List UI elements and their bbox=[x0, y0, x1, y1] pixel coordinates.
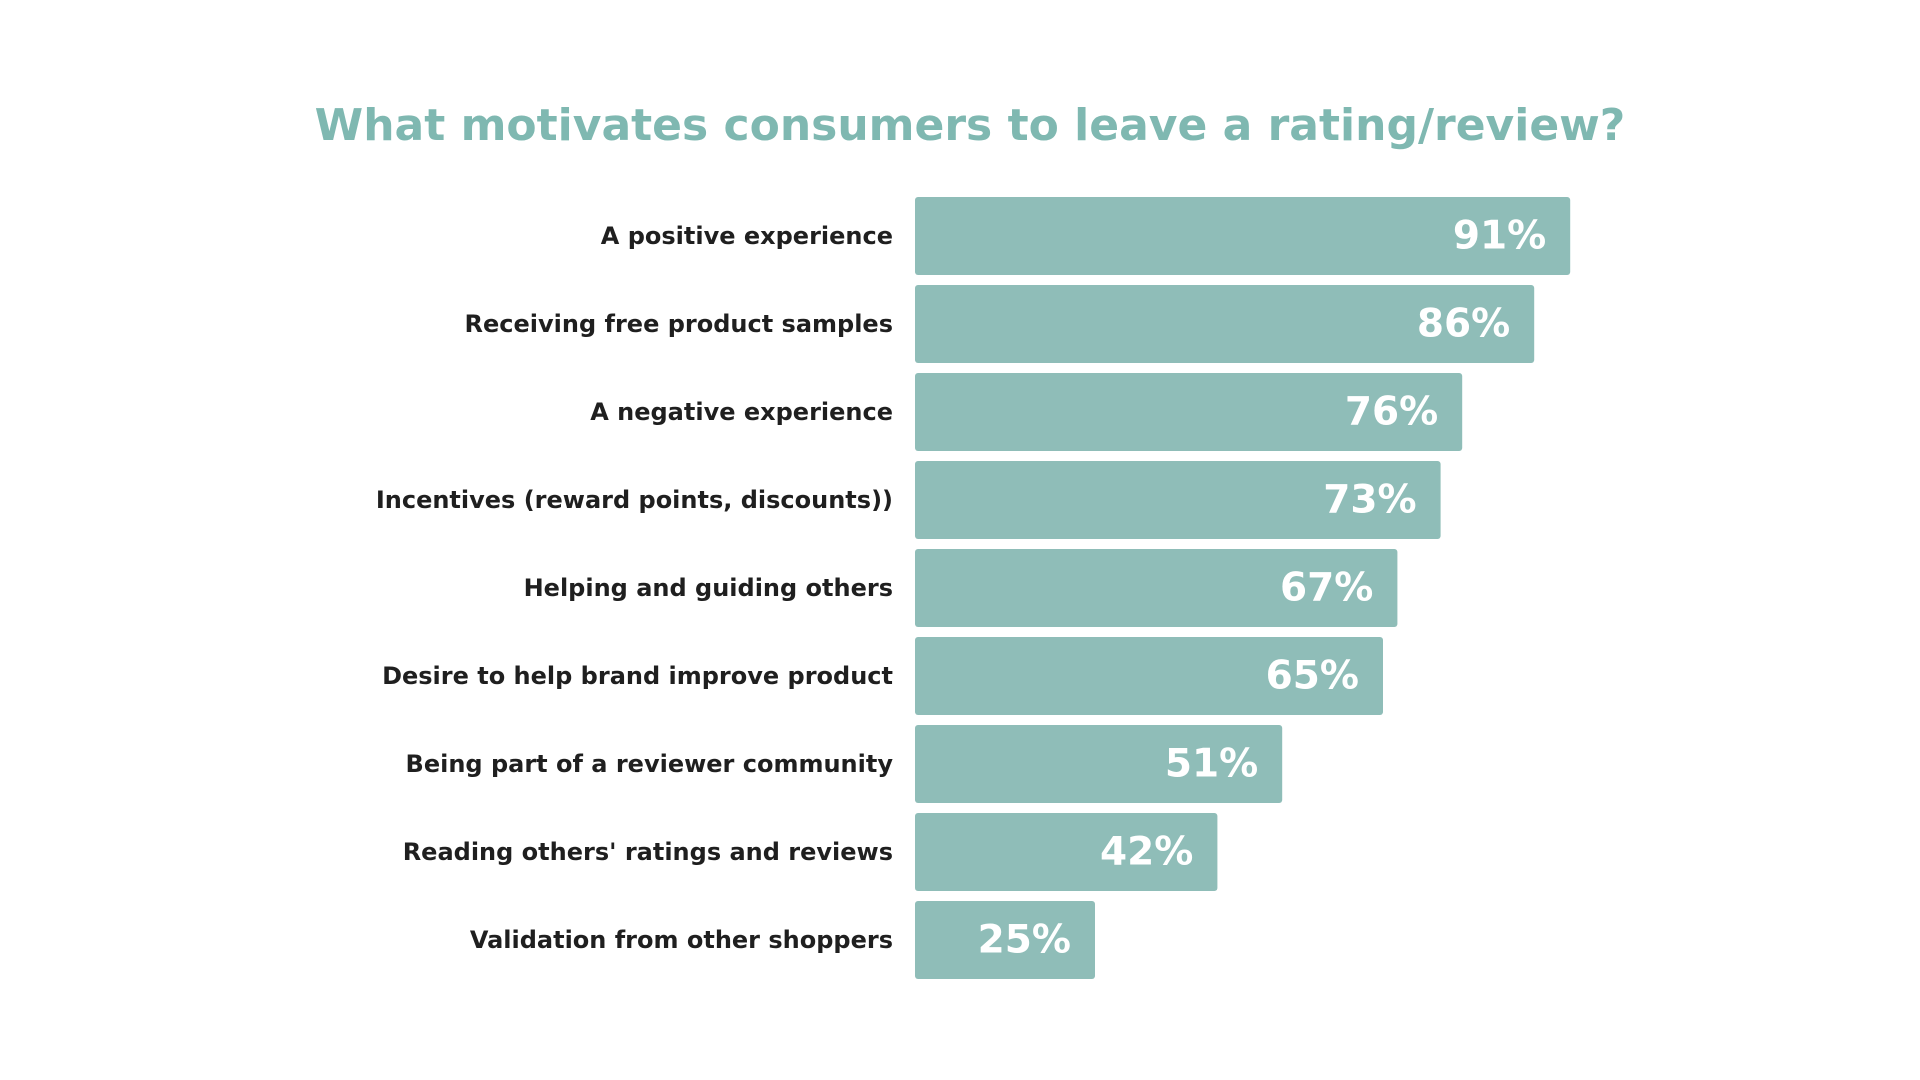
category-label-9: Validation from other shoppers bbox=[470, 926, 893, 954]
bar-5 bbox=[915, 549, 1398, 627]
category-label-3: A negative experience bbox=[590, 398, 893, 426]
value-label-8: 42% bbox=[1100, 830, 1193, 875]
bar-9 bbox=[915, 901, 1095, 979]
bar-8 bbox=[915, 813, 1218, 891]
category-label-8: Reading others' ratings and reviews bbox=[403, 838, 893, 866]
bar-2 bbox=[915, 285, 1535, 363]
bar-4 bbox=[915, 461, 1441, 539]
category-label-5: Helping and guiding others bbox=[524, 574, 893, 602]
bar-3 bbox=[915, 373, 1463, 451]
value-label-9: 25% bbox=[978, 918, 1071, 963]
value-label-1: 91% bbox=[1453, 214, 1546, 259]
bar-1 bbox=[915, 197, 1571, 275]
value-label-7: 51% bbox=[1165, 742, 1258, 787]
value-label-5: 67% bbox=[1280, 566, 1373, 611]
category-label-1: A positive experience bbox=[601, 222, 893, 250]
category-label-6: Desire to help brand improve product bbox=[382, 662, 893, 690]
category-label-4: Incentives (reward points, discounts)) bbox=[376, 486, 893, 514]
category-label-7: Being part of a reviewer community bbox=[406, 750, 894, 778]
bar-6 bbox=[915, 637, 1383, 715]
value-label-3: 76% bbox=[1345, 390, 1438, 435]
category-label-2: Receiving free product samples bbox=[465, 310, 893, 338]
value-label-6: 65% bbox=[1266, 654, 1359, 699]
value-label-2: 86% bbox=[1417, 302, 1510, 347]
value-label-4: 73% bbox=[1323, 478, 1416, 523]
bar-7 bbox=[915, 725, 1283, 803]
chart-title: What motivates consumers to leave a rati… bbox=[314, 100, 1626, 151]
